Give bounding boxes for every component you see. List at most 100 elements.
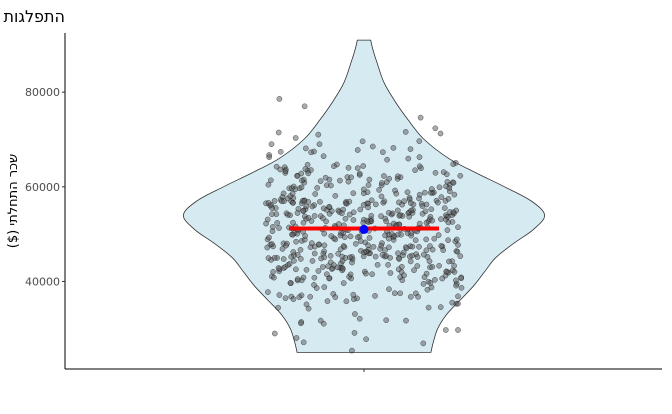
y-tick-label: 60000 — [25, 181, 60, 194]
data-point — [386, 286, 392, 293]
data-point — [297, 246, 304, 253]
data-point — [349, 347, 355, 354]
data-point — [444, 178, 451, 185]
data-point — [339, 210, 345, 217]
data-point — [417, 114, 424, 121]
data-point — [416, 243, 422, 250]
data-point — [363, 336, 369, 343]
data-point — [385, 261, 391, 268]
data-point — [365, 204, 371, 211]
data-point — [451, 262, 457, 269]
data-point — [266, 234, 272, 241]
data-point — [345, 164, 352, 171]
data-point — [360, 202, 367, 208]
data-point — [382, 247, 388, 253]
data-point — [383, 317, 390, 324]
data-point — [311, 250, 318, 257]
data-point — [302, 145, 309, 152]
data-point — [444, 269, 451, 275]
data-point — [380, 149, 386, 155]
data-point — [376, 187, 382, 193]
data-point — [321, 254, 328, 261]
data-point — [319, 264, 326, 270]
data-point — [321, 242, 328, 249]
data-point — [346, 211, 353, 218]
data-point — [438, 243, 445, 249]
data-point — [395, 250, 401, 257]
data-point — [265, 181, 272, 188]
data-point — [446, 258, 452, 265]
data-point — [393, 190, 400, 197]
data-point — [275, 304, 281, 311]
data-point — [446, 188, 453, 195]
data-point — [378, 242, 385, 249]
data-point — [455, 300, 461, 307]
data-point — [316, 241, 322, 248]
mean-point — [359, 224, 369, 234]
data-point — [277, 148, 284, 155]
data-point — [329, 266, 335, 272]
data-point — [427, 243, 433, 249]
data-point — [356, 315, 363, 322]
data-point — [311, 282, 317, 288]
y-axis-title: שכר התחלתי ($) — [6, 154, 21, 248]
data-point — [403, 245, 410, 252]
data-point — [286, 261, 293, 267]
data-point — [309, 258, 316, 264]
data-point — [296, 294, 303, 300]
data-point — [421, 274, 428, 280]
data-point — [328, 182, 334, 189]
data-point — [287, 280, 294, 286]
data-point — [279, 246, 286, 252]
data-point — [302, 233, 308, 239]
data-point — [414, 254, 421, 260]
data-point — [350, 291, 357, 298]
data-point — [445, 195, 452, 202]
data-point — [370, 243, 377, 250]
data-point — [360, 186, 367, 193]
data-point — [351, 330, 358, 336]
data-point — [290, 249, 297, 255]
data-point — [337, 177, 343, 184]
data-point — [357, 206, 364, 213]
data-point — [366, 235, 373, 241]
data-point — [320, 320, 327, 327]
data-point — [445, 219, 452, 226]
data-point — [290, 219, 296, 226]
data-point — [427, 280, 434, 286]
data-point — [428, 206, 435, 213]
data-point — [266, 154, 273, 161]
data-point — [332, 236, 339, 243]
data-point — [365, 182, 372, 188]
data-point — [385, 235, 392, 242]
data-point — [402, 129, 409, 135]
data-point — [441, 205, 448, 211]
data-point — [450, 209, 457, 216]
data-point — [317, 198, 323, 205]
data-point — [407, 258, 414, 265]
data-point — [311, 274, 318, 281]
data-point — [369, 143, 376, 150]
data-point — [326, 203, 332, 210]
data-point — [369, 271, 375, 278]
data-point — [271, 274, 277, 281]
data-point — [299, 177, 305, 184]
data-point — [389, 210, 396, 217]
data-point — [406, 213, 413, 220]
data-point — [300, 339, 307, 346]
data-point — [290, 231, 296, 238]
data-point — [396, 256, 402, 262]
data-point — [364, 217, 371, 224]
data-point — [268, 141, 275, 148]
data-point — [458, 275, 465, 282]
data-point — [282, 295, 289, 302]
data-point — [407, 293, 414, 300]
data-point — [412, 167, 418, 174]
data-point — [363, 248, 369, 255]
data-point — [409, 243, 416, 250]
data-point — [284, 211, 291, 218]
data-point — [320, 215, 326, 222]
data-point — [418, 165, 424, 172]
data-point — [394, 173, 401, 180]
data-point — [454, 248, 461, 255]
